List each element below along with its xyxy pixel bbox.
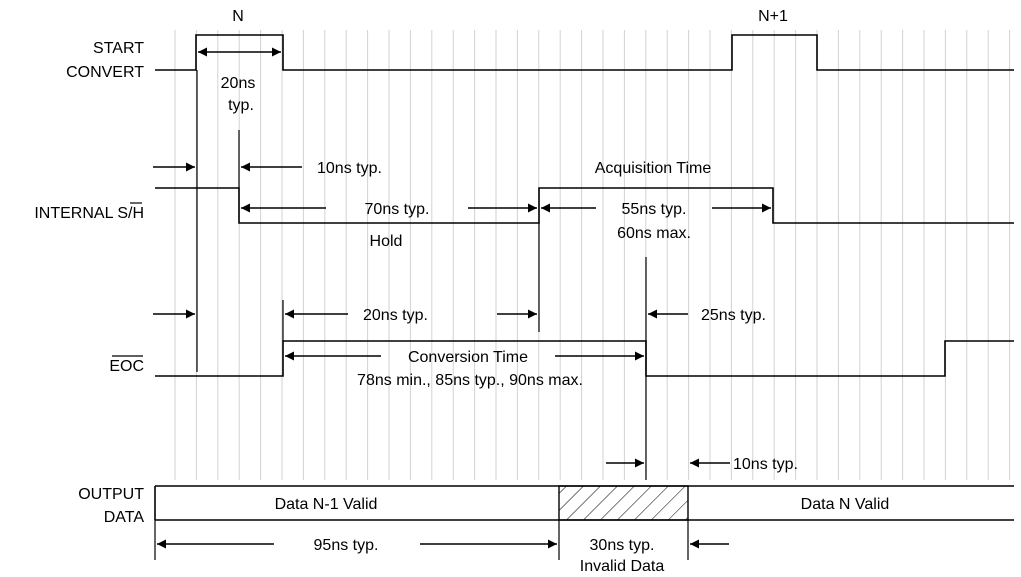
output-95ns-label: 95ns typ.	[314, 537, 379, 554]
eoc-20ns-label: 20ns typ.	[363, 307, 428, 324]
start-convert-label-line1: START	[93, 40, 144, 57]
invalid-data-label: Invalid Data	[580, 558, 665, 575]
pulse-n1-label: N+1	[758, 8, 788, 25]
data-prev-label: Data N-1 Valid	[275, 496, 378, 513]
acq-60ns-label: 60ns max.	[617, 225, 691, 242]
eoc-waveform	[155, 340, 1014, 377]
hold-70ns-label: 70ns typ.	[365, 201, 430, 218]
invalid-data-region	[558, 485, 689, 521]
internal-sh-label: INTERNAL S/H	[34, 205, 144, 222]
time-grid	[174, 30, 1011, 480]
eoc-label: EOC	[109, 358, 144, 375]
delay-10ns-label: 10ns typ.	[317, 160, 382, 177]
start-convert-waveform	[155, 34, 1014, 71]
conv-values-label: 78ns min., 85ns typ., 90ns max.	[357, 372, 583, 389]
start-convert-label-line2: CONVERT	[66, 64, 144, 81]
output-10ns-label: 10ns typ.	[733, 456, 798, 473]
internal-sh-waveform	[155, 187, 1014, 224]
hold-label: Hold	[370, 233, 403, 250]
eoc-25ns-label: 25ns typ.	[701, 307, 766, 324]
data-next-label: Data N Valid	[801, 496, 890, 513]
pulse-width-typ: typ.	[228, 97, 254, 114]
acq-55ns-label: 55ns typ.	[622, 201, 687, 218]
output-data-label-line2: DATA	[104, 509, 145, 526]
output-30ns-label: 30ns typ.	[590, 537, 655, 554]
output-data-label-line1: OUTPUT	[78, 486, 144, 503]
pulse-width-value: 20ns	[221, 75, 256, 92]
acq-time-label: Acquisition Time	[595, 160, 712, 177]
conv-time-label: Conversion Time	[408, 349, 528, 366]
pulse-n-label: N	[232, 8, 244, 25]
